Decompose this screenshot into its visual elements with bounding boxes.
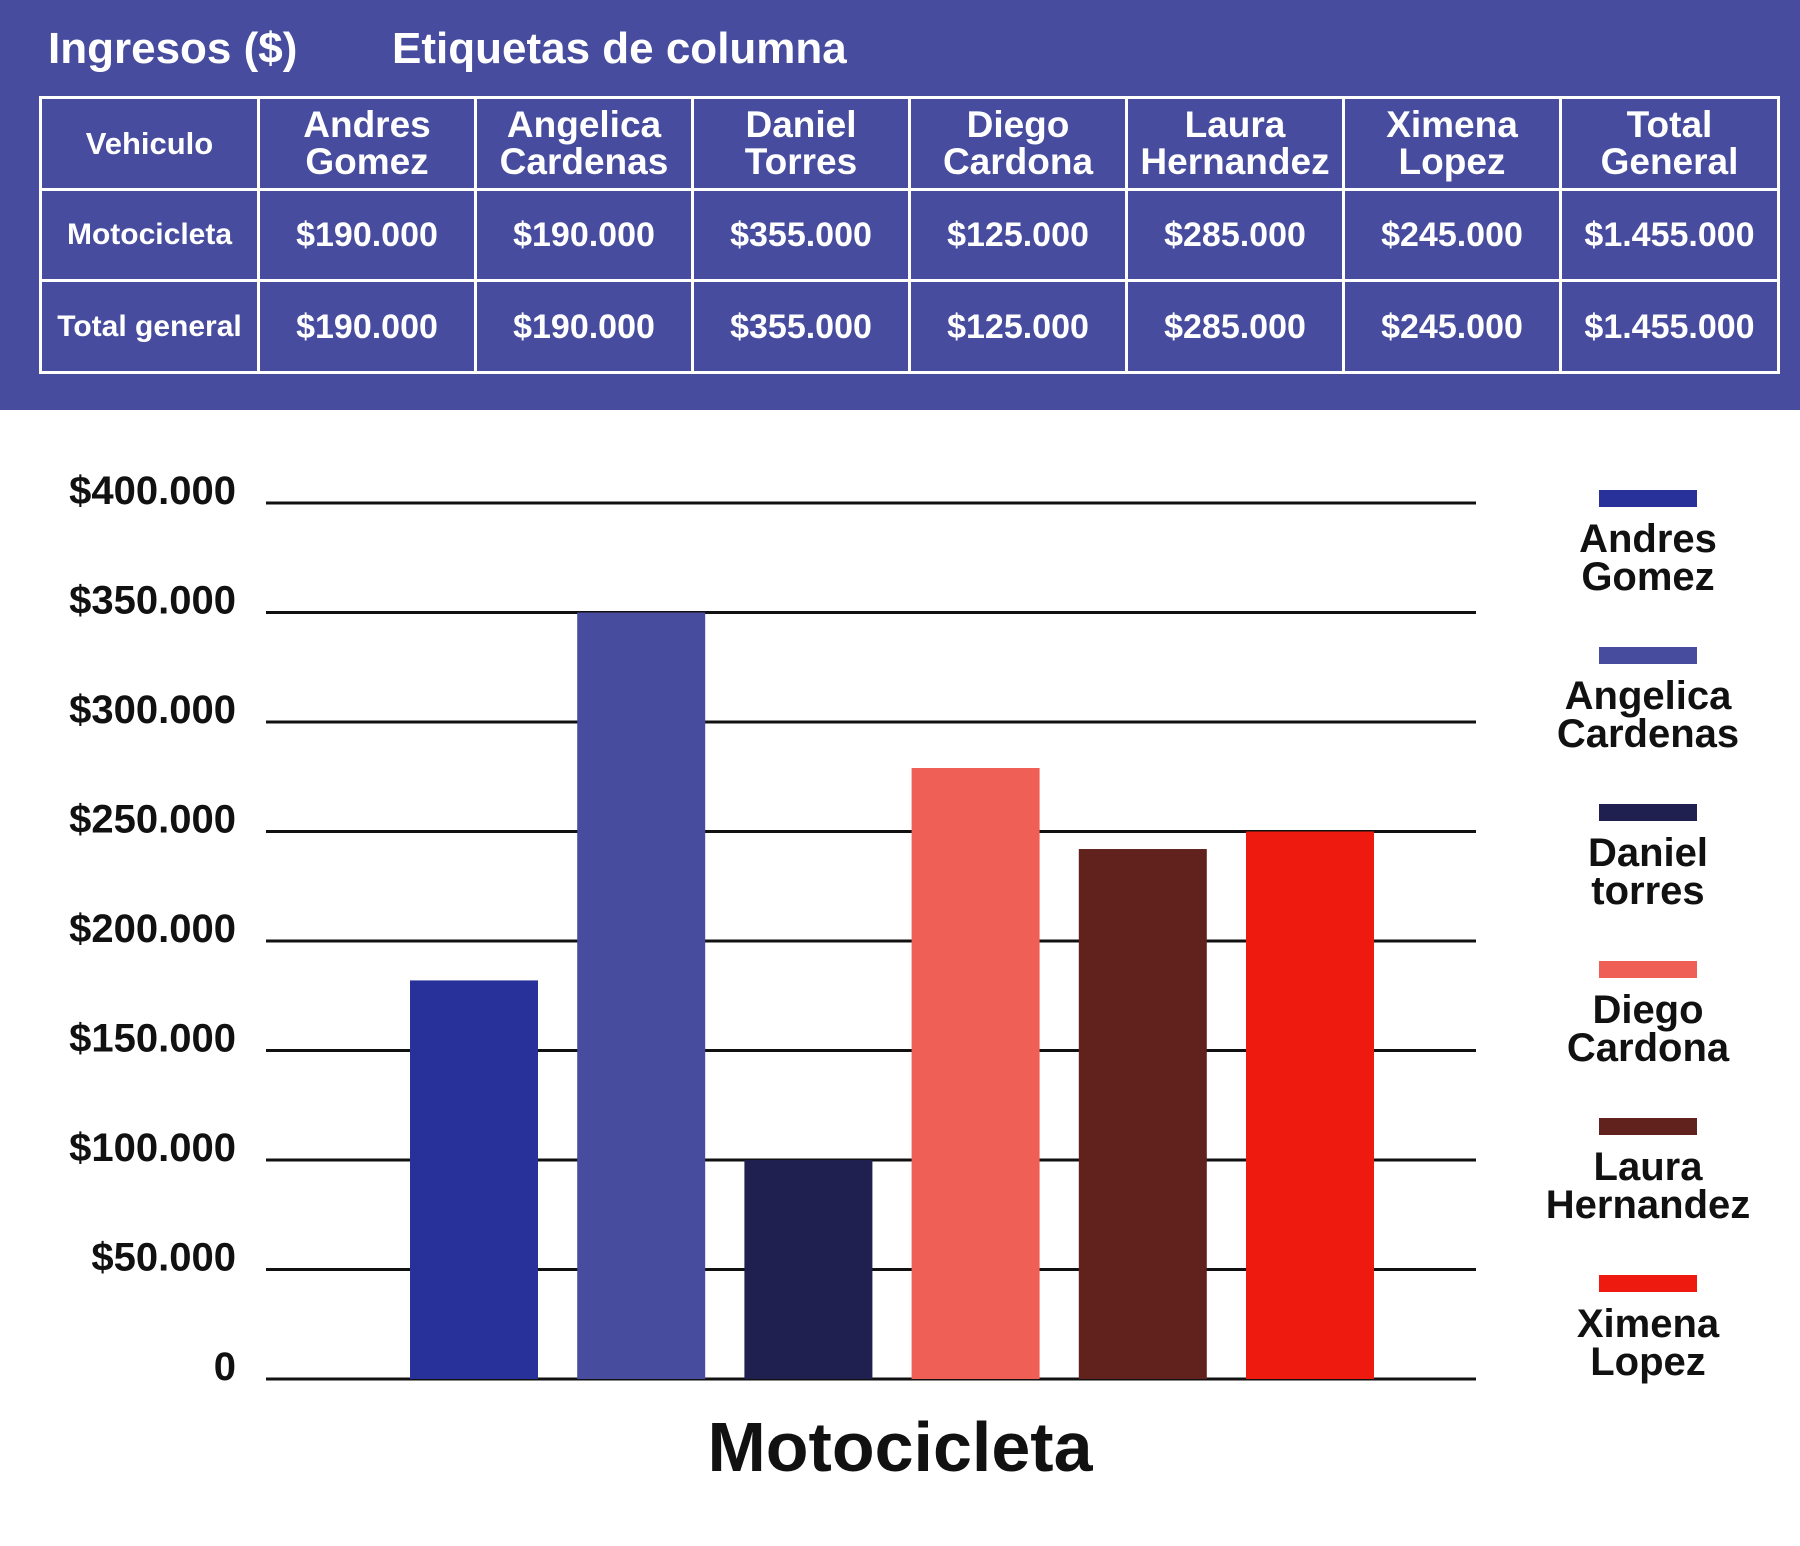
y-tick-label: $100.000: [69, 1126, 236, 1170]
pivot-row-total-general: Total general $190.000 $190.000 $355.000…: [39, 279, 1780, 374]
column-labels-heading: Etiquetas de columna: [392, 24, 847, 73]
legend-swatch: [1599, 1275, 1697, 1292]
column-header-cell: Ximena Lopez: [1342, 96, 1562, 191]
value-cell: $285.000: [1125, 279, 1345, 374]
legend: Andres Gomez Angelica Cardenas Daniel torres D…: [1546, 490, 1751, 1384]
value-cell: $245.000: [1342, 187, 1562, 283]
row-label-cell: Total general: [39, 279, 260, 374]
pivot-panel: Ingresos ($) Etiquetas de columna Vehicu…: [0, 0, 1800, 410]
value-cell: $355.000: [691, 187, 911, 283]
legend-swatch: [1599, 490, 1697, 507]
row-label-cell: Motocicleta: [39, 187, 260, 283]
y-tick-label: $150.000: [69, 1017, 236, 1061]
legend-label: Diego Cardona: [1567, 988, 1730, 1070]
pivot-title: Ingresos ($): [48, 24, 298, 73]
legend-label: Laura Hernandez: [1546, 1145, 1751, 1227]
y-tick-label: 0: [214, 1345, 236, 1389]
x-category-label: Motocicleta: [707, 1408, 1093, 1486]
value-cell: $245.000: [1342, 279, 1562, 374]
bar: [577, 612, 706, 1379]
value-cell: $125.000: [908, 279, 1128, 374]
value-cell: $125.000: [908, 187, 1128, 283]
pivot-row-motocicleta: Motocicleta $190.000 $190.000 $355.000 $…: [39, 187, 1780, 283]
pivot-header-row: Vehiculo Andres Gomez Angelica Cardenas Da…: [39, 96, 1780, 191]
row-header-cell: Vehiculo: [39, 96, 260, 191]
y-axis-ticks: 0 $50.000 $100.000 $150.000 $200.000 $250.000…: [69, 469, 236, 1389]
value-cell: $190.000: [257, 279, 477, 374]
value-cell: $190.000: [257, 187, 477, 283]
y-tick-label: $200.000: [69, 907, 236, 951]
column-header-cell: Andres Gomez: [257, 96, 477, 191]
value-cell: $1.455.000: [1559, 187, 1780, 283]
value-cell: $190.000: [474, 279, 694, 374]
value-cell: $355.000: [691, 279, 911, 374]
legend-label: Ximena Lopez: [1577, 1302, 1720, 1384]
y-tick-label: $300.000: [69, 688, 236, 732]
legend-swatch: [1599, 1118, 1697, 1135]
bar: [744, 1160, 873, 1379]
bar-chart: 0 $50.000 $100.000 $150.000 $200.000 $250.000…: [69, 469, 1751, 1486]
column-header-cell: Angelica Cardenas: [474, 96, 694, 191]
y-tick-label: $400.000: [69, 469, 236, 513]
legend-swatch: [1599, 647, 1697, 664]
y-tick-label: $350.000: [69, 579, 236, 623]
column-header-cell: Laura Hernandez: [1125, 96, 1345, 191]
bar: [1078, 849, 1207, 1379]
bar: [911, 767, 1040, 1379]
y-tick-label: $250.000: [69, 798, 236, 842]
column-header-cell: Daniel Torres: [691, 96, 911, 191]
pivot-table: Vehiculo Andres Gomez Angelica Cardenas Da…: [39, 96, 1780, 374]
bar: [410, 980, 538, 1379]
column-header-cell: Diego Cardona: [908, 96, 1128, 191]
bars: [410, 612, 1374, 1379]
x-axis: Motocicleta: [707, 1408, 1093, 1486]
legend-label: Andres Gomez: [1579, 517, 1717, 599]
y-tick-label: $50.000: [91, 1236, 236, 1280]
legend-swatch: [1599, 961, 1697, 978]
legend-label: Daniel torres: [1588, 831, 1708, 913]
value-cell: $1.455.000: [1559, 279, 1780, 374]
legend-label: Angelica Cardenas: [1557, 674, 1739, 756]
bar: [1246, 831, 1374, 1379]
legend-swatch: [1599, 804, 1697, 821]
value-cell: $190.000: [474, 187, 694, 283]
column-header-cell: Total General: [1559, 96, 1780, 191]
value-cell: $285.000: [1125, 187, 1345, 283]
